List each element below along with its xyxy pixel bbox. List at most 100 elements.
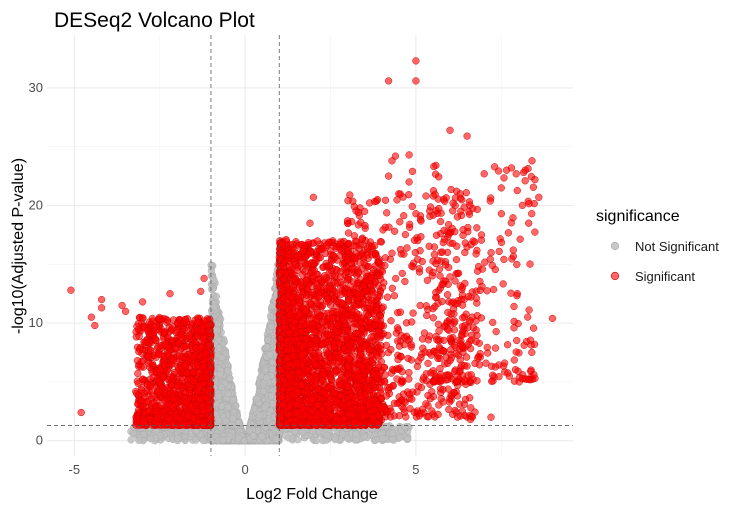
data-point — [205, 405, 213, 413]
data-point — [200, 362, 208, 371]
data-point — [379, 435, 387, 443]
data-point — [153, 367, 161, 375]
data-point — [184, 350, 192, 359]
data-point — [182, 342, 190, 351]
data-point — [218, 353, 226, 362]
data-point — [331, 434, 339, 442]
data-point — [268, 302, 277, 310]
data-point — [184, 413, 192, 421]
data-point — [139, 314, 147, 322]
data-point — [135, 345, 144, 353]
data-point — [249, 432, 257, 440]
data-point — [401, 423, 409, 431]
data-point — [145, 407, 153, 416]
data-point — [181, 362, 189, 370]
data-point — [177, 333, 186, 342]
data-point — [352, 430, 360, 438]
data-point — [229, 396, 237, 404]
data-point — [169, 356, 177, 365]
data-point — [224, 367, 232, 375]
data-point — [267, 322, 275, 331]
data-points — [67, 57, 557, 445]
data-point — [228, 421, 236, 429]
series-significant — [67, 57, 557, 430]
data-point — [174, 381, 182, 390]
data-point — [147, 434, 155, 443]
data-point — [203, 321, 211, 329]
data-point — [146, 415, 154, 423]
data-point — [174, 364, 182, 372]
data-point — [193, 361, 202, 369]
data-point — [264, 336, 272, 344]
data-point — [312, 436, 321, 445]
data-point — [267, 392, 276, 400]
data-point — [299, 428, 307, 436]
data-point — [263, 343, 271, 351]
data-point — [135, 436, 143, 444]
data-point — [206, 379, 215, 388]
data-point — [168, 336, 176, 345]
data-point — [194, 318, 202, 326]
data-point — [157, 401, 165, 410]
data-point — [343, 434, 352, 442]
data-point — [137, 386, 146, 394]
data-point — [404, 434, 412, 443]
data-point — [185, 332, 194, 340]
data-point — [133, 356, 142, 365]
data-point — [323, 431, 331, 440]
data-point — [170, 395, 178, 403]
data-point — [222, 417, 230, 425]
data-point — [250, 405, 258, 413]
data-point — [172, 327, 181, 335]
data-point — [190, 368, 198, 376]
data-point — [143, 380, 152, 389]
data-point — [240, 437, 248, 445]
data-point — [145, 359, 153, 368]
data-point — [154, 421, 162, 429]
data-point — [134, 379, 142, 388]
data-point — [200, 356, 209, 365]
data-point — [127, 436, 135, 444]
data-point — [171, 401, 179, 409]
data-point — [184, 375, 192, 384]
data-point — [163, 350, 171, 358]
data-point — [383, 422, 391, 430]
data-point — [168, 381, 176, 390]
data-point — [172, 344, 180, 353]
data-point — [215, 416, 223, 425]
data-point — [143, 398, 151, 406]
data-point — [194, 326, 202, 334]
data-point — [186, 402, 195, 410]
data-point — [196, 396, 204, 404]
data-point — [159, 373, 167, 381]
data-point — [207, 266, 216, 275]
data-point — [259, 387, 268, 396]
data-point — [396, 433, 404, 442]
data-point — [154, 387, 163, 395]
data-point — [185, 389, 194, 397]
data-point — [262, 365, 270, 374]
data-point — [132, 415, 141, 423]
data-point — [161, 340, 169, 348]
data-point — [210, 276, 218, 285]
data-point — [175, 352, 184, 360]
data-point — [218, 383, 226, 392]
data-point — [202, 350, 210, 358]
data-point — [253, 394, 261, 403]
data-point — [263, 374, 271, 382]
data-point — [164, 317, 172, 325]
data-point — [168, 420, 176, 429]
data-point — [272, 435, 280, 443]
data-point — [154, 350, 163, 358]
data-point — [144, 352, 152, 361]
data-point — [163, 366, 171, 375]
data-point — [140, 338, 148, 346]
data-point — [268, 365, 276, 373]
data-point — [210, 303, 218, 311]
data-point — [199, 436, 207, 445]
data-point — [190, 377, 198, 385]
data-point — [134, 369, 142, 378]
data-point — [224, 403, 232, 411]
data-point — [212, 292, 221, 301]
data-point — [215, 392, 223, 400]
